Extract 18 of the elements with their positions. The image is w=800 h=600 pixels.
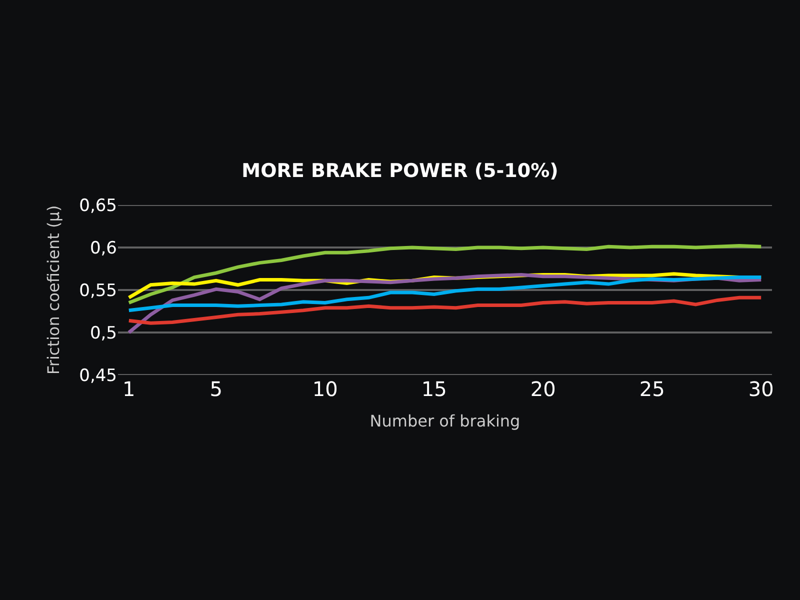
line-series (127, 244, 763, 304)
y-tick-label: 0,6 (90, 238, 117, 258)
line-series (127, 276, 763, 312)
x-tick-label: 20 (530, 377, 556, 401)
x-axis-title: Number of braking (370, 412, 520, 431)
x-tick-label: 15 (421, 377, 447, 401)
y-tick-label: 0,65 (79, 196, 117, 216)
x-tick-label: 10 (312, 377, 338, 401)
x-tick-label: 25 (639, 377, 665, 401)
y-tick-label: 0,5 (90, 323, 117, 344)
x-tick-label: 5 (210, 377, 222, 401)
y-tick-label: 0,45 (79, 366, 117, 386)
x-tick-label: 1 (122, 377, 136, 401)
x-tick-label: 30 (748, 377, 774, 401)
y-axis-title: Friction coeficient (μ) (44, 205, 64, 375)
chart-title: MORE BRAKE POWER (5-10%) (242, 160, 558, 182)
line-series (127, 296, 763, 325)
y-tick-label: 0,55 (79, 280, 117, 301)
